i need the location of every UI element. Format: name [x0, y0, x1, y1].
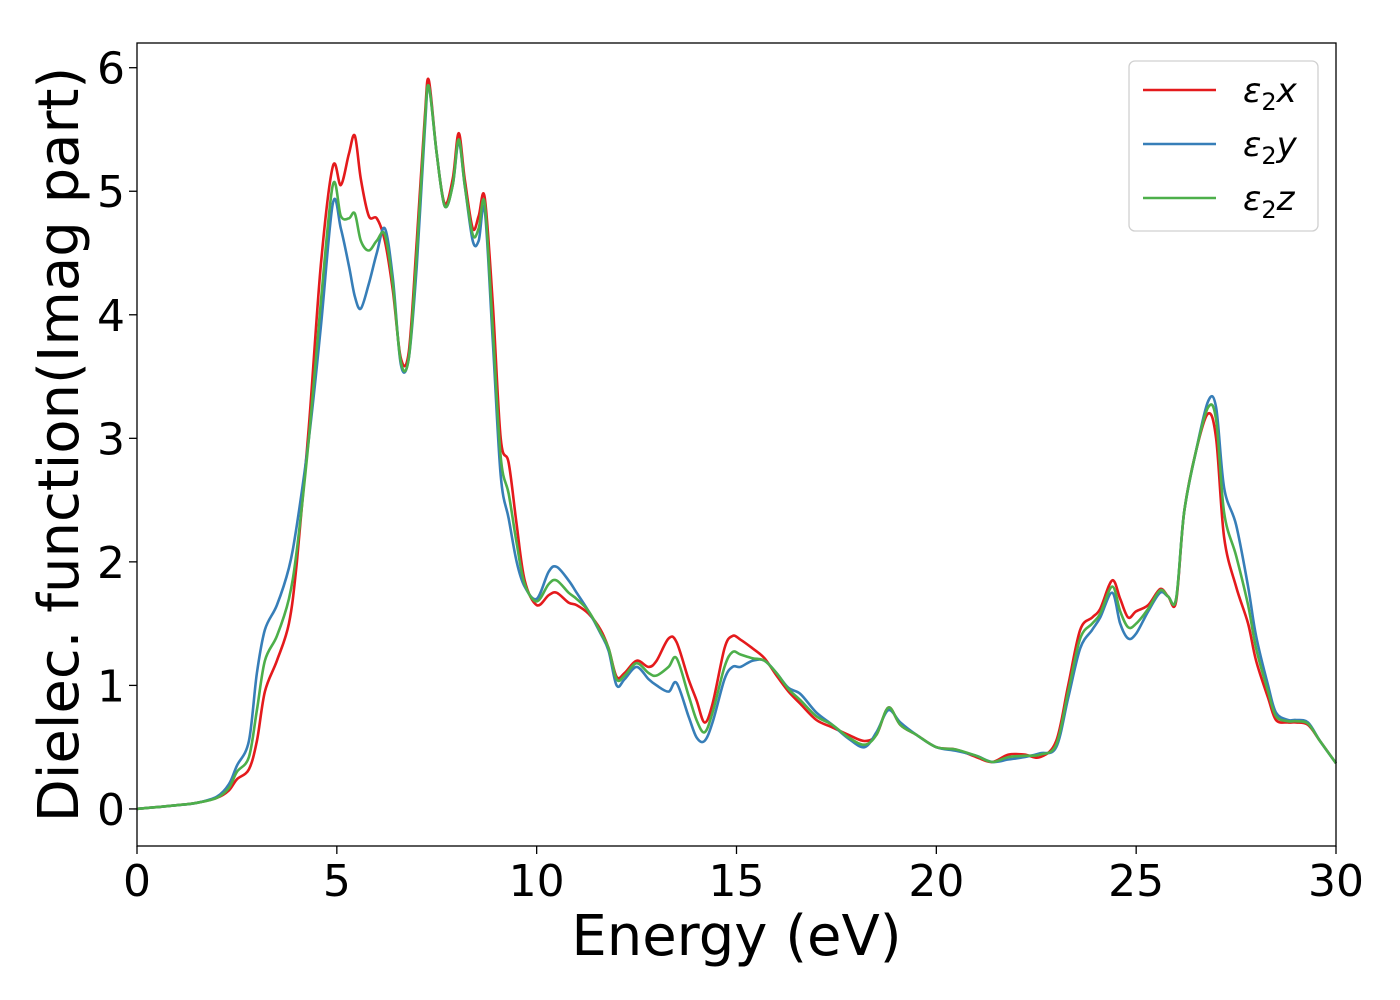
x-tick-label: 10 — [509, 856, 565, 907]
x-axis-label: Energy (eV) — [571, 904, 901, 969]
x-tick-label: 0 — [123, 856, 151, 907]
series-line-y — [136, 84, 1338, 811]
y-tick-label: 5 — [97, 167, 125, 218]
legend-frame — [1128, 60, 1319, 232]
legend-label: ε2x — [1243, 71, 1298, 116]
x-tick-label: 15 — [709, 856, 765, 907]
legend-entry: ε2x — [1143, 71, 1298, 116]
legend-entry: ε2y — [1143, 125, 1298, 170]
y-axis-ticks: 0 1 2 3 4 5 6 — [97, 44, 137, 836]
legend-entry: ε2z — [1143, 179, 1296, 224]
series-lines — [136, 77, 1338, 811]
y-tick-label: 3 — [97, 414, 125, 465]
y-tick-label: 0 — [97, 785, 125, 836]
x-tick-label: 30 — [1308, 856, 1364, 907]
y-tick-label: 2 — [97, 538, 125, 589]
y-tick-label: 6 — [97, 44, 125, 95]
y-tick-label: 1 — [97, 661, 125, 712]
legend-label: ε2z — [1243, 179, 1296, 224]
x-axis-ticks: 0 5 10 15 20 25 30 — [123, 846, 1364, 907]
legend: ε2x ε2y ε2z — [1128, 60, 1319, 232]
y-tick-label: 4 — [97, 291, 125, 342]
x-tick-label: 5 — [323, 856, 351, 907]
series-line-x — [136, 77, 1338, 811]
series-line-z — [136, 83, 1338, 811]
y-axis-label: Dielec. function(Imag part) — [27, 67, 92, 823]
x-tick-label: 25 — [1108, 856, 1164, 907]
x-tick-label: 20 — [908, 856, 964, 907]
legend-label: ε2y — [1243, 125, 1298, 170]
